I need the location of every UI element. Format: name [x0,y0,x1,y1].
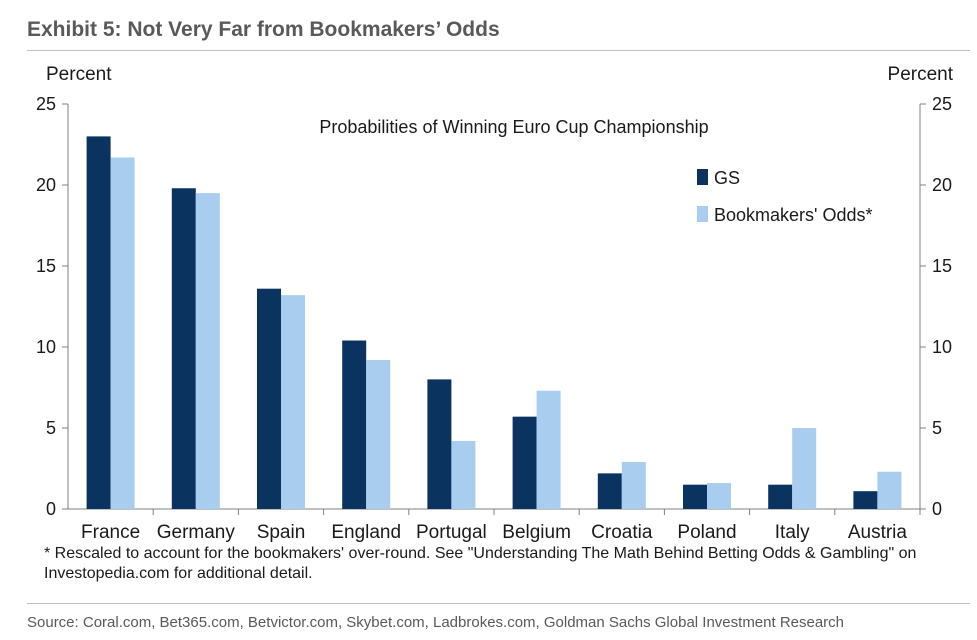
bar-gs-spain [257,288,281,509]
bar-gs-germany [171,188,196,510]
bar-gs-poland [683,484,707,509]
bar-bookmakers-italy [792,428,817,509]
bar-bookmakers-belgium [536,390,561,509]
bar-gs-belgium [512,416,537,509]
exhibit-title: Exhibit 5: Not Very Far from Bookmakers’… [27,18,500,41]
x-tick-label: Portugal [416,522,487,543]
top-rule [27,50,970,51]
x-tick-label: Austria [848,522,908,543]
y-tick-label-right: 15 [932,256,952,276]
y-tick-label-right: 25 [932,94,952,114]
bar-bookmakers-croatia [621,462,646,509]
bar-bookmakers-spain [281,295,305,509]
x-tick-label: France [81,522,140,543]
y-tick-label-left: 0 [46,499,56,519]
x-tick-label: Spain [257,522,306,543]
bar-gs-austria [853,491,878,509]
bar-bookmakers-portugal [451,440,476,509]
source-note: Source: Coral.com, Bet365.com, Betvictor… [27,614,845,631]
bottom-rule [27,603,970,604]
left-axis-title: Percent [46,64,112,85]
bar-bookmakers-poland [707,483,731,509]
bar-gs-croatia [597,473,622,509]
bar-bookmakers-germany [195,193,220,509]
bar-bookmakers-austria [877,471,902,509]
bar-gs-portugal [427,379,452,509]
x-tick-label: Germany [157,522,236,543]
x-tick-label: Italy [775,522,810,543]
right-axis-title: Percent [887,64,953,85]
x-tick-label: England [331,522,401,543]
bar-gs-italy [768,484,793,509]
legend-label: Bookmakers' Odds* [714,205,873,225]
chart-labels: 0 0 5 5 10 10 15 15 20 20 25 25 France Germany Spain En… [36,94,952,543]
legend-label: GS [714,168,740,188]
bar-bookmakers-england [366,359,391,509]
legend-swatch [697,206,708,222]
chart-bars [86,136,902,510]
footnote: * Rescaled to account for the bookmakers… [44,545,917,582]
legend: GS Bookmakers' Odds* [697,168,873,225]
bar-gs-france [86,136,111,509]
bar-bookmakers-france [110,157,135,509]
y-tick-label-left: 20 [36,175,56,195]
y-tick-label-left: 15 [36,256,56,276]
x-tick-label: Belgium [502,522,571,543]
bar-gs-england [342,340,367,509]
chart-title: Probabilities of Winning Euro Cup Champi… [319,117,708,137]
legend-swatch [697,169,708,185]
y-tick-label-right: 0 [932,499,942,519]
y-tick-label-right: 20 [932,175,952,195]
x-tick-label: Poland [677,522,736,543]
y-tick-label-right: 5 [932,418,942,438]
y-tick-label-left: 25 [36,94,56,114]
y-tick-label-left: 10 [36,337,56,357]
x-tick-label: Croatia [591,522,653,543]
y-tick-label-right: 10 [932,337,952,357]
y-tick-label-left: 5 [46,418,56,438]
